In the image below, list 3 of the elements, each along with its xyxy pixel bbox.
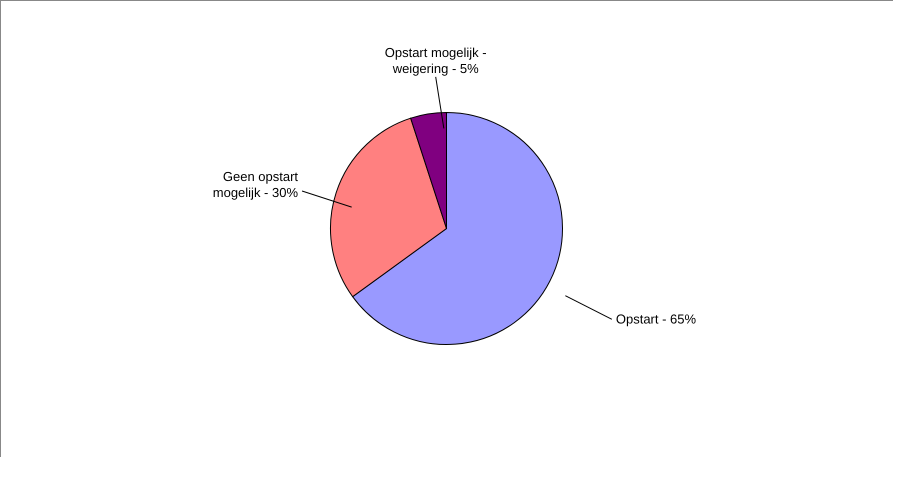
slice-label: Opstart - 65%: [616, 311, 697, 326]
slice-label: Geen opstart mogelijk - 30%: [212, 169, 298, 200]
slice-label: Opstart mogelijk - weigering - 5%: [384, 44, 487, 76]
